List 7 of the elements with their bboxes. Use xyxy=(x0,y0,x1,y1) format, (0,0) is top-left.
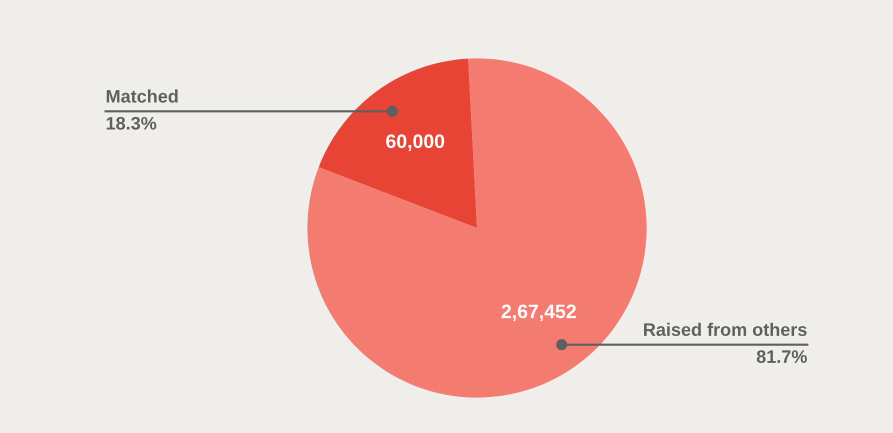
text: 18.3% xyxy=(106,116,156,130)
pie-slice xyxy=(318,58,477,228)
text: 81.7% xyxy=(756,350,807,364)
slice-label: Raised from others xyxy=(644,322,807,336)
slice-label: Matched xyxy=(106,89,178,103)
data-label: 2,67,452 xyxy=(502,304,576,322)
data-label: 60,000 xyxy=(386,134,444,151)
